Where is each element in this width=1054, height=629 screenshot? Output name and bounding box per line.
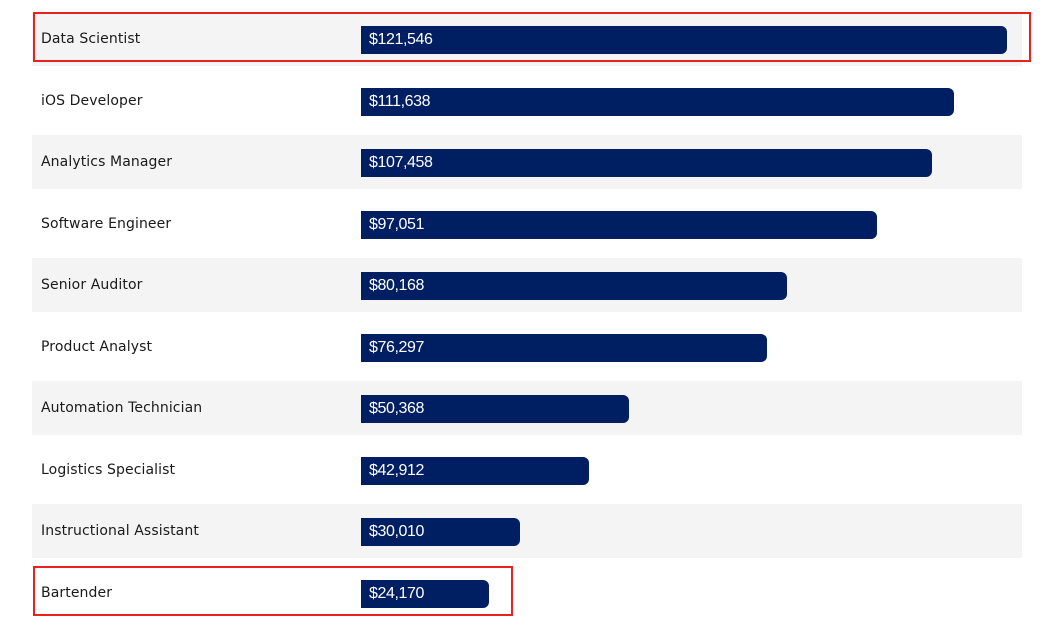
category-label: iOS Developer bbox=[41, 92, 143, 109]
bar-value-label: $121,546 bbox=[369, 31, 433, 48]
category-label: Automation Technician bbox=[41, 400, 203, 416]
chart-row: Senior Auditor $80,168 bbox=[32, 258, 1022, 312]
salary-bar: $121,546 bbox=[361, 26, 1007, 54]
category-label: Software Engineer bbox=[41, 215, 172, 232]
bar-value-label: $42,912 bbox=[369, 461, 425, 479]
salary-bar: $111,638 bbox=[361, 87, 954, 116]
bar-value-label: $76,297 bbox=[369, 338, 425, 356]
category-label: Data Scientist bbox=[41, 31, 141, 47]
salary-bar: $76,297 bbox=[361, 333, 767, 362]
bar-value-label: $80,168 bbox=[369, 277, 425, 294]
category-label: Bartender bbox=[41, 584, 113, 601]
chart-row: Software Engineer $97,051 bbox=[32, 197, 1022, 251]
bar-value-label: $107,458 bbox=[369, 154, 433, 171]
chart-row: iOS Developer $111,638 bbox=[32, 74, 1022, 128]
chart-row: Logistics Specialist $42,912 bbox=[32, 443, 1022, 497]
bar-value-label: $24,170 bbox=[369, 584, 425, 602]
bar-value-label: $111,638 bbox=[369, 92, 431, 110]
chart-row: Analytics Manager $107,458 bbox=[32, 135, 1022, 189]
category-label: Product Analyst bbox=[41, 338, 153, 355]
chart-row: Data Scientist $121,546 bbox=[32, 12, 1022, 66]
category-label: Senior Auditor bbox=[41, 277, 143, 293]
chart-row: Bartender $24,170 bbox=[32, 566, 1022, 620]
bar-value-label: $50,368 bbox=[369, 400, 425, 417]
category-label: Analytics Manager bbox=[41, 154, 173, 170]
bar-value-label: $30,010 bbox=[369, 523, 425, 540]
salary-bar: $107,458 bbox=[361, 149, 932, 177]
salary-bar: $30,010 bbox=[361, 518, 520, 546]
chart-row: Automation Technician $50,368 bbox=[32, 381, 1022, 435]
chart-row: Product Analyst $76,297 bbox=[32, 320, 1022, 374]
bar-value-label: $97,051 bbox=[369, 215, 425, 233]
salary-bar: $42,912 bbox=[361, 456, 589, 485]
chart-row: Instructional Assistant $30,010 bbox=[32, 504, 1022, 558]
category-label: Instructional Assistant bbox=[41, 523, 199, 539]
salary-bar: $24,170 bbox=[361, 579, 489, 608]
salary-bar: $50,368 bbox=[361, 395, 629, 423]
category-label: Logistics Specialist bbox=[41, 461, 176, 478]
salary-bar: $97,051 bbox=[361, 210, 877, 239]
salary-bar: $80,168 bbox=[361, 272, 787, 300]
